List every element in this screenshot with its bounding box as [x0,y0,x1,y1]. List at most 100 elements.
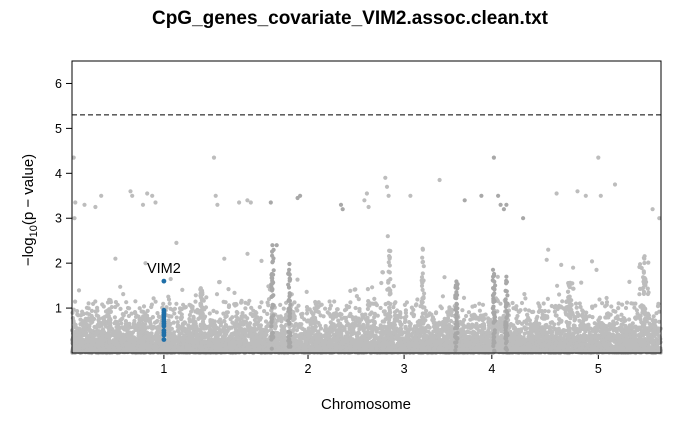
data-point [600,301,605,306]
data-point [619,312,624,317]
data-point [614,321,620,326]
data-point [235,310,240,316]
data-point [281,306,286,311]
data-point [571,286,576,291]
data-point [579,280,584,285]
data-point [222,319,227,324]
data-point [221,311,226,316]
data-point [523,296,528,301]
data-point [407,320,412,325]
data-point [514,304,519,309]
y-tick-label: 5 [55,122,62,136]
data-point [379,280,384,286]
data-point [304,311,310,316]
data-point [370,285,375,290]
data-point [121,292,126,297]
y-tick-label: 2 [55,257,62,271]
x-tick-label: 4 [488,362,495,376]
data-point [645,291,651,297]
data-point [263,319,269,324]
data-point [545,296,551,301]
data-point [623,305,629,311]
data-point [155,318,160,324]
data-point [607,331,612,336]
data-point [542,308,548,314]
data-point [375,313,380,318]
x-tick-label: 1 [160,362,167,376]
x-tick-label: 3 [401,362,408,376]
data-point [411,307,416,312]
data-point [124,310,129,315]
data-point [223,314,228,320]
data-point [581,309,586,314]
y-tick-label: 4 [55,167,62,181]
data-point [252,317,257,323]
data-point [239,298,244,303]
y-axis-title-subscript: 10 [28,225,40,237]
y-axis-title: −log10(p − value) [20,154,40,266]
data-point [576,313,581,319]
data-point [112,315,117,320]
data-point [235,331,240,336]
data-point [361,322,366,327]
data-point [365,302,370,307]
y-tick-label: 3 [55,212,62,226]
data-point [257,305,262,310]
data-point [572,331,577,336]
data-point [203,326,208,331]
data-point [335,307,340,312]
data-point [461,295,467,300]
data-point [646,260,651,265]
data-point [344,319,349,324]
data-point [357,309,362,314]
data-point [259,300,264,305]
data-point [382,319,387,324]
data-point [89,308,94,313]
data-point [517,309,522,314]
data-point [175,320,180,325]
data-point [193,293,198,298]
data-point [125,321,130,327]
data-point [164,305,169,310]
data-point [589,259,595,264]
data-point [137,306,142,311]
data-point [431,317,436,322]
data-point [372,315,377,320]
data-point [619,322,624,327]
data-point [460,308,465,313]
data-point [338,311,343,316]
data-point [372,296,377,301]
data-point [415,297,420,302]
data-point [352,287,357,292]
data-point [75,309,80,314]
data-point [556,321,561,326]
data-point [368,312,373,317]
data-point [577,301,582,306]
data-point [519,300,525,306]
data-point [278,302,283,307]
data-point [226,287,231,292]
data-point [265,311,270,316]
data-point [156,314,161,319]
data-point [118,306,123,311]
data-point [313,324,318,329]
data-point [304,289,309,294]
data-point [95,305,100,310]
data-point [657,319,662,324]
data-point [353,305,358,311]
data-point [133,299,138,304]
data-point [222,256,227,261]
data-point [391,305,396,310]
data-point [555,306,560,312]
data-point [226,303,232,308]
data-point [214,292,220,297]
data-point [211,308,216,313]
data-point [403,308,408,313]
data-point [193,299,198,304]
data-point [166,297,172,302]
data-point [327,299,332,304]
data-point [522,331,527,336]
data-point [245,251,250,256]
